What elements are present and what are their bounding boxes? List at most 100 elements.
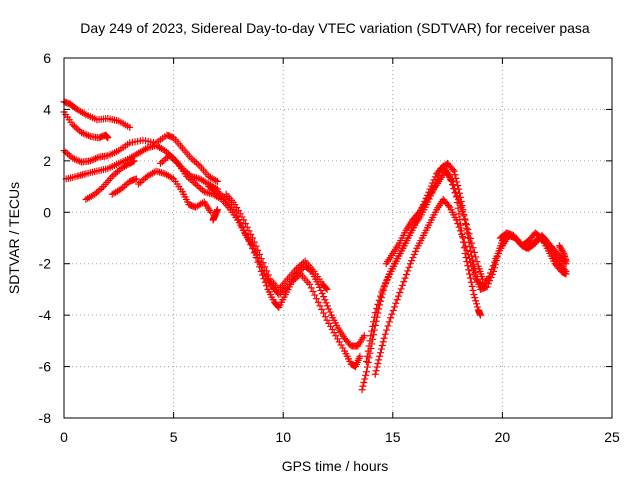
data-point [231,208,239,216]
data-point [406,260,414,268]
data-point [456,227,464,235]
data-point [376,352,384,360]
data-point [562,267,570,275]
data-point [383,276,391,284]
data-point [485,273,493,281]
data-point [326,308,334,316]
data-point [460,238,468,246]
data-point [457,204,465,212]
data-point [469,244,477,252]
data-point [249,244,257,252]
data-point [264,271,272,279]
data-point [562,257,570,265]
data-point [462,221,470,229]
data-point [360,332,368,340]
data-point [373,304,381,312]
data-point [451,185,459,193]
data-point [464,262,472,270]
data-point [360,379,368,387]
data-point [471,294,479,302]
y-axis-label: SDTVAR / TECUs [6,182,22,294]
data-point [449,181,457,189]
y-tick-label: -2 [39,256,52,272]
data-point [561,266,569,274]
data-point [112,169,120,177]
data-point [250,238,258,246]
data-point [453,192,461,200]
data-point [110,171,118,179]
data-point [306,280,314,288]
data-point [455,195,463,203]
data-point [368,327,376,335]
data-point [404,267,412,275]
data-point [335,338,343,346]
data-point [325,305,333,313]
data-points [60,98,570,394]
data-point [462,242,470,250]
data-point [240,216,248,224]
data-point [74,125,82,133]
data-point [387,314,395,322]
data-point [466,270,474,278]
data-point [559,248,567,256]
data-point [213,206,221,214]
data-point [467,278,475,286]
grid-lines [64,58,612,418]
data-point [466,274,474,282]
data-point [452,216,460,224]
data-point [479,275,487,283]
data-point [325,319,333,327]
data-point [322,284,330,292]
data-point [385,318,393,326]
data-point [391,303,399,311]
chart-title: Day 249 of 2023, Sidereal Day-to-day VTE… [80,20,590,36]
data-point [473,303,481,311]
data-point [318,305,326,313]
data-point [370,318,378,326]
data-point [464,250,472,258]
data-point [476,311,484,319]
data-point [337,341,345,349]
y-tick-label: 0 [43,204,51,220]
data-point [464,225,472,233]
data-point [191,157,199,165]
data-point [323,285,331,293]
x-tick-label: 0 [60,429,68,445]
data-point [378,341,386,349]
data-point [358,386,366,394]
data-point [380,334,388,342]
data-point [378,288,386,296]
data-point [130,157,138,165]
data-point [470,291,478,299]
data-point [307,284,315,292]
data-point [460,212,468,220]
data-point [444,202,452,210]
data-point [362,357,370,365]
data-point [327,322,335,330]
data-point [489,262,497,270]
y-tick-label: -4 [39,307,52,323]
data-point [362,368,370,376]
data-point [384,322,392,330]
data-point [367,332,375,340]
y-tick-label: 6 [43,50,51,66]
x-axis-label: GPS time / hours [282,458,389,474]
data-point [250,249,258,257]
data-point [192,159,200,167]
data-point [436,168,444,176]
data-point [491,258,499,266]
data-point [372,367,380,375]
data-point [365,342,373,350]
data-point [193,182,201,190]
data-point [459,208,467,216]
data-point [234,207,242,215]
data-point [140,175,148,183]
data-point [363,363,371,371]
data-point [408,257,416,265]
data-point [259,259,267,267]
data-point [252,242,260,250]
data-point [311,291,319,299]
data-point [363,352,371,360]
data-point [243,223,251,231]
data-point [375,296,383,304]
